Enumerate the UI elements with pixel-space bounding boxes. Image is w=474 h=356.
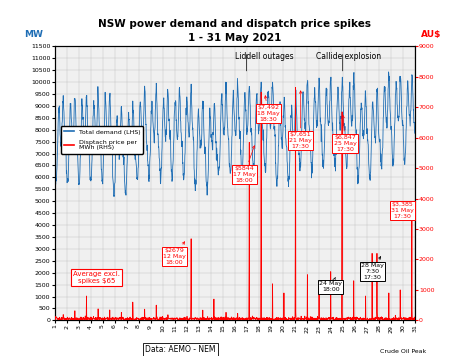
Text: 24 May
18:00: 24 May 18:00 [319, 277, 342, 292]
Text: Crude Oil Peak: Crude Oil Peak [380, 349, 426, 354]
Title: NSW power demand and dispatch price spikes
1 - 31 May 2021: NSW power demand and dispatch price spik… [98, 19, 371, 43]
Text: Liddell outages: Liddell outages [235, 52, 294, 61]
Text: $6,847
25 May
17:30: $6,847 25 May 17:30 [334, 115, 356, 152]
Text: $3,385
31 May
17:30: $3,385 31 May 17:30 [392, 203, 414, 219]
Text: Data: AEMO - NEM: Data: AEMO - NEM [145, 345, 215, 354]
Text: $7,651
21 May
17:30: $7,651 21 May 17:30 [289, 91, 312, 149]
Text: MW: MW [24, 30, 43, 39]
Text: $5844
17 May
18:00: $5844 17 May 18:00 [233, 146, 255, 183]
Text: Average excl.
spikes $65: Average excl. spikes $65 [73, 271, 120, 284]
Text: Callide explosion: Callide explosion [316, 52, 381, 61]
Legend: Total demand (LHS), Disptach price per
MWh (RHS): Total demand (LHS), Disptach price per M… [61, 126, 144, 153]
Text: $7,492
18 May
18:30: $7,492 18 May 18:30 [257, 96, 280, 122]
Text: $2679
12 May
18:00: $2679 12 May 18:00 [163, 242, 186, 265]
Text: AU$: AU$ [421, 30, 442, 39]
Text: 28 May
7:30
17:30: 28 May 7:30 17:30 [361, 257, 384, 280]
